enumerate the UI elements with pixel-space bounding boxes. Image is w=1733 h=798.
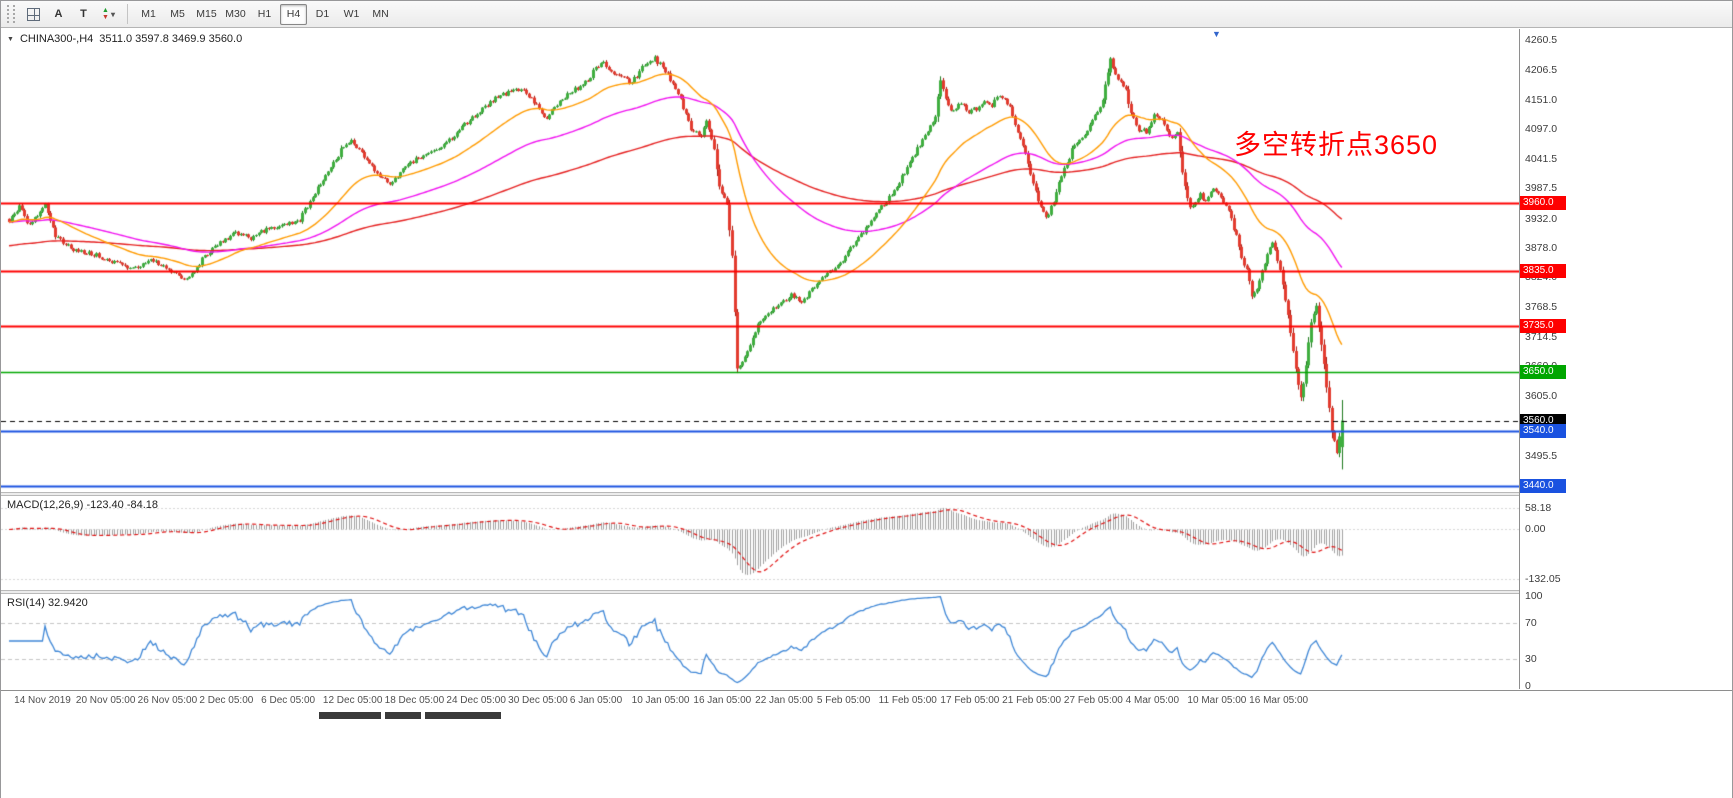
macd-label: MACD(12,26,9) -123.40 -84.18 — [7, 499, 159, 511]
time-axis-label: 11 Feb 05:00 — [878, 695, 937, 706]
price-tag: 3650.0 — [1520, 364, 1566, 379]
time-axis-label: 16 Jan 05:00 — [693, 695, 752, 706]
pane-divider[interactable] — [1, 492, 1732, 496]
timeframe-button-m30[interactable]: M30 — [222, 4, 249, 25]
rsi-axis-tick: 70 — [1525, 616, 1537, 629]
ohlc-values: 3511.0 3597.8 3469.9 3560.0 — [99, 33, 243, 45]
timeframe-button-w1[interactable]: W1 — [338, 4, 365, 25]
rsi-axis-tick: 100 — [1525, 589, 1543, 602]
price-axis-tick: 3987.5 — [1525, 182, 1558, 195]
grid-tool-button[interactable] — [22, 4, 45, 25]
time-axis-label: 30 Dec 05:00 — [508, 695, 568, 706]
rsi-label: RSI(14) 32.9420 — [7, 597, 88, 609]
rsi-pane: RSI(14) 32.9420 — [1, 594, 1519, 688]
price-tag: 3560.0 — [1520, 413, 1566, 428]
timeframe-group: M1 M5 M15 M30 H1 H4 D1 W1 MN — [134, 3, 395, 25]
chart-area: ▼ CHINA300-,H4 3511.0 3597.8 3469.9 3560… — [1, 29, 1732, 798]
pane-divider[interactable] — [1, 590, 1732, 594]
time-axis-label: 12 Dec 05:00 — [322, 695, 383, 706]
time-axis-label: 4 Mar 05:00 — [1125, 695, 1180, 706]
toolbar-drag-handle[interactable] — [7, 5, 15, 23]
price-axis-tick: 3768.5 — [1525, 301, 1558, 314]
price-tag: 3440.0 — [1520, 478, 1566, 493]
time-axis-label: 10 Mar 05:00 — [1187, 695, 1247, 706]
timeframe-button-m15[interactable]: M15 — [193, 4, 220, 25]
time-axis-label: 26 Nov 05:00 — [137, 695, 198, 706]
time-axis-label: 24 Dec 05:00 — [446, 695, 506, 706]
symbol-title: CHINA300-,H4 — [19, 33, 94, 45]
t-tool-button[interactable]: T — [72, 4, 95, 25]
arrows-tool-button[interactable]: ▲ ▼ ▾ — [97, 4, 120, 25]
time-axis-label: 2 Dec 05:00 — [199, 695, 254, 706]
timeframe-button-h4[interactable]: H4 — [280, 3, 307, 25]
price-chart-canvas[interactable] — [1, 29, 1519, 492]
macd-canvas[interactable] — [1, 496, 1519, 590]
price-axis-tick: 4206.5 — [1525, 63, 1558, 76]
a-tool-button[interactable]: A — [47, 4, 70, 25]
toolbar-separator — [127, 4, 128, 24]
time-axis-label: 17 Feb 05:00 — [940, 695, 1000, 706]
rsi-canvas[interactable] — [1, 594, 1519, 688]
price-tag: 3835.0 — [1520, 264, 1566, 279]
time-axis-label: 14 Nov 2019 — [14, 695, 71, 706]
rsi-axis-tick: 0 — [1525, 680, 1531, 693]
time-axis-label: 18 Dec 05:00 — [384, 695, 445, 706]
time-axis: 14 Nov 2019 20 Nov 05:00 26 Nov 05:00 2 Dec… — [1, 690, 1732, 709]
time-axis-label: 6 Dec 05:00 — [261, 695, 316, 706]
macd-axis-tick: 0.00 — [1525, 523, 1546, 536]
time-axis-label: 27 Feb 05:00 — [1063, 695, 1123, 706]
time-axis-label: 10 Jan 05:00 — [631, 695, 690, 706]
price-axis-tick: 4260.5 — [1525, 34, 1558, 47]
bottom-tab[interactable] — [385, 712, 421, 719]
price-tag: 3735.0 — [1520, 318, 1566, 333]
collapse-triangle-icon: ▼ — [7, 35, 14, 43]
time-axis-label: 6 Jan 05:00 — [569, 695, 623, 706]
up-down-arrows-icon: ▲ ▼ — [102, 7, 109, 21]
macd-axis-tick: 58.18 — [1525, 501, 1552, 514]
bottom-strip — [1, 710, 1732, 798]
price-axis: 4260.5 4206.5 4151.0 4097.0 4041.5 3987.5 3932… — [1519, 29, 1732, 693]
timeframe-button-h1[interactable]: H1 — [251, 4, 278, 25]
timeframe-button-d1[interactable]: D1 — [309, 4, 336, 25]
price-axis-tick: 3495.5 — [1525, 449, 1558, 462]
price-axis-tick: 3605.0 — [1525, 390, 1558, 403]
rsi-axis-tick: 30 — [1525, 653, 1537, 666]
timeframe-button-m1[interactable]: M1 — [135, 4, 162, 25]
time-axis-label: 21 Feb 05:00 — [1002, 695, 1062, 706]
bottom-tab[interactable] — [425, 712, 501, 719]
chart-annotation: 多空转折点3650 — [1234, 130, 1439, 160]
grid-icon — [27, 7, 40, 21]
price-axis-tick: 3714.5 — [1525, 330, 1558, 343]
symbol-ohlc-header: ▼ CHINA300-,H4 3511.0 3597.8 3469.9 3560… — [7, 33, 242, 45]
time-axis-label: 22 Jan 05:00 — [755, 695, 813, 706]
price-axis-tick: 3878.0 — [1525, 241, 1558, 254]
time-axis-label: 16 Mar 05:00 — [1249, 695, 1309, 706]
timeframe-button-m5[interactable]: M5 — [164, 4, 191, 25]
macd-pane: MACD(12,26,9) -123.40 -84.18 — [1, 496, 1519, 590]
price-axis-tick: 3932.0 — [1525, 212, 1558, 225]
price-axis-tick: 4041.5 — [1525, 153, 1558, 166]
toolbar: A T ▲ ▼ ▾ M1 M5 M15 M30 H1 H4 D1 W1 MN — [1, 1, 1732, 28]
price-tag: 3540.0 — [1520, 424, 1566, 439]
macd-axis-tick: -132.05 — [1525, 572, 1561, 585]
price-tag: 3960.0 — [1520, 196, 1566, 211]
caret-down-icon: ▾ — [110, 9, 115, 19]
price-pane: ▼ CHINA300-,H4 3511.0 3597.8 3469.9 3560… — [1, 29, 1519, 492]
price-axis-tick: 4097.0 — [1525, 123, 1558, 136]
timeframe-button-mn[interactable]: MN — [367, 4, 394, 25]
time-axis-label: 5 Feb 05:00 — [816, 695, 871, 706]
chart-shift-marker-icon: ▼ — [1212, 29, 1221, 39]
price-axis-tick: 4151.0 — [1525, 93, 1558, 106]
bottom-tab[interactable] — [319, 712, 381, 719]
time-axis-label: 20 Nov 05:00 — [75, 695, 136, 706]
